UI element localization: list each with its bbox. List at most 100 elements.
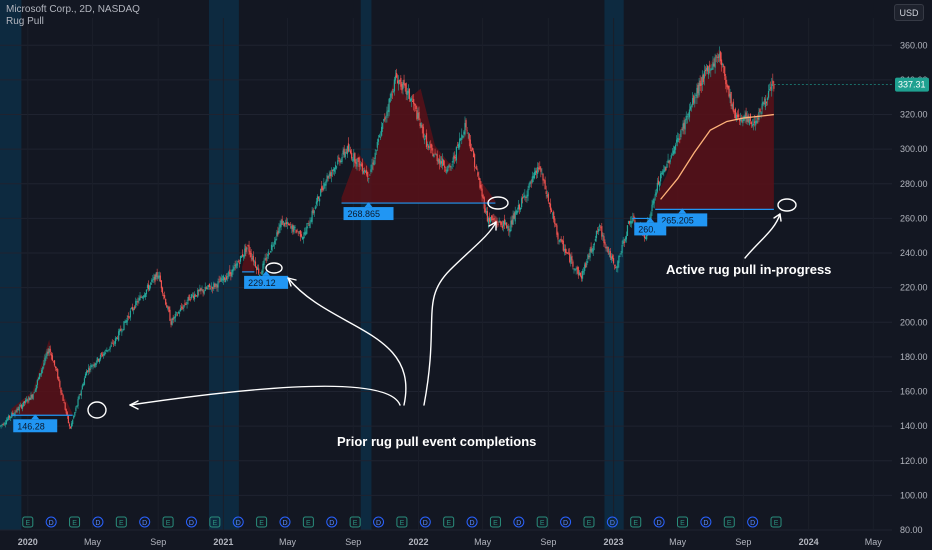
candle-body [360,164,362,167]
candle-body [265,257,267,261]
candle-body [750,122,753,125]
candle-body [320,189,322,197]
candle-body [685,115,687,121]
candle-body [323,183,325,190]
candle-body [684,119,686,130]
candle-body [25,399,27,404]
candle-body [257,267,259,270]
candle-body [559,239,561,242]
candle-body [174,313,176,318]
candle-body [145,289,148,295]
candle-body [549,203,552,210]
candle-body [368,178,370,179]
candle-body [762,101,764,105]
candle-body [490,217,492,223]
candle-body [38,373,41,380]
candle-body [557,233,559,240]
currency-button[interactable]: USD [894,4,924,21]
earnings-marker-label: E [25,520,30,527]
y-tick-label: 300.00 [900,144,928,154]
candle-body [599,225,601,227]
y-tick-label: 260.00 [900,213,928,223]
candle-body [757,117,759,120]
dividend-marker-label: D [376,520,381,527]
candle-body [369,174,371,176]
candle-body [40,373,42,375]
candle-body [606,246,608,248]
candle-body [289,223,291,225]
candle-body [389,97,391,103]
candle-body [563,248,565,251]
candle-body [58,376,60,381]
candle-body [195,295,197,297]
candle-body [336,166,338,168]
candle-body [328,174,330,178]
candle-body [133,308,135,311]
candle-body [430,144,432,148]
earnings-marker [396,516,408,528]
candle-body [577,267,579,276]
candle-body [94,363,96,367]
candle-body [63,402,65,404]
candle-body [253,261,255,263]
candle-body [518,204,521,210]
candle-body [432,153,434,157]
candle-body [594,238,596,242]
earnings-marker [770,516,782,528]
dividend-marker-label: D [329,520,334,527]
dividend-marker [185,516,197,528]
candle-body [494,220,496,222]
candle-body [463,131,465,135]
candle-body [126,317,128,323]
candle-body [331,170,334,172]
candle-body [664,166,666,172]
candle-body [590,246,592,252]
candle-body [402,82,404,90]
candle-body [593,243,595,246]
candle-body [4,423,6,425]
candle-body [301,237,304,240]
candle-body [395,72,398,78]
candle-body [57,369,59,379]
candle-body [492,218,494,221]
candle-body [35,384,37,390]
candle-body [715,55,717,57]
candle-body [473,154,476,168]
candle-body [537,167,539,174]
candle-body [6,418,9,421]
candle-body [405,83,407,95]
dividend-marker [419,516,431,528]
level-label-pointer [646,217,655,223]
candle-body [699,80,701,87]
candle-body [240,255,243,258]
candle-body [398,80,400,85]
annotation-arrowhead [773,213,782,222]
candle-body [496,220,498,224]
candle-body [470,149,472,151]
candle-body [330,172,332,177]
dividend-marker-label: D [282,520,287,527]
candle-body [379,136,382,138]
candle-body [10,416,12,419]
candle-body [335,164,337,169]
candle-body [312,209,314,214]
earnings-marker-label: E [727,520,732,527]
candle-body [345,151,347,153]
candle-body [37,377,40,380]
candle-body [562,240,564,251]
candle-body [152,279,154,281]
indicator-name[interactable]: Rug Pull [6,16,44,27]
candle-body [705,67,708,71]
candle-body [576,267,578,270]
candle-body [77,399,79,406]
candle-body [478,176,480,180]
candle-body [78,395,80,400]
candle-body [99,354,102,360]
candle-body [314,206,316,210]
candle-body [82,383,84,386]
candle-body [168,306,170,312]
candle-body [325,180,327,186]
candle-body [543,179,545,181]
candle-body [282,220,284,224]
